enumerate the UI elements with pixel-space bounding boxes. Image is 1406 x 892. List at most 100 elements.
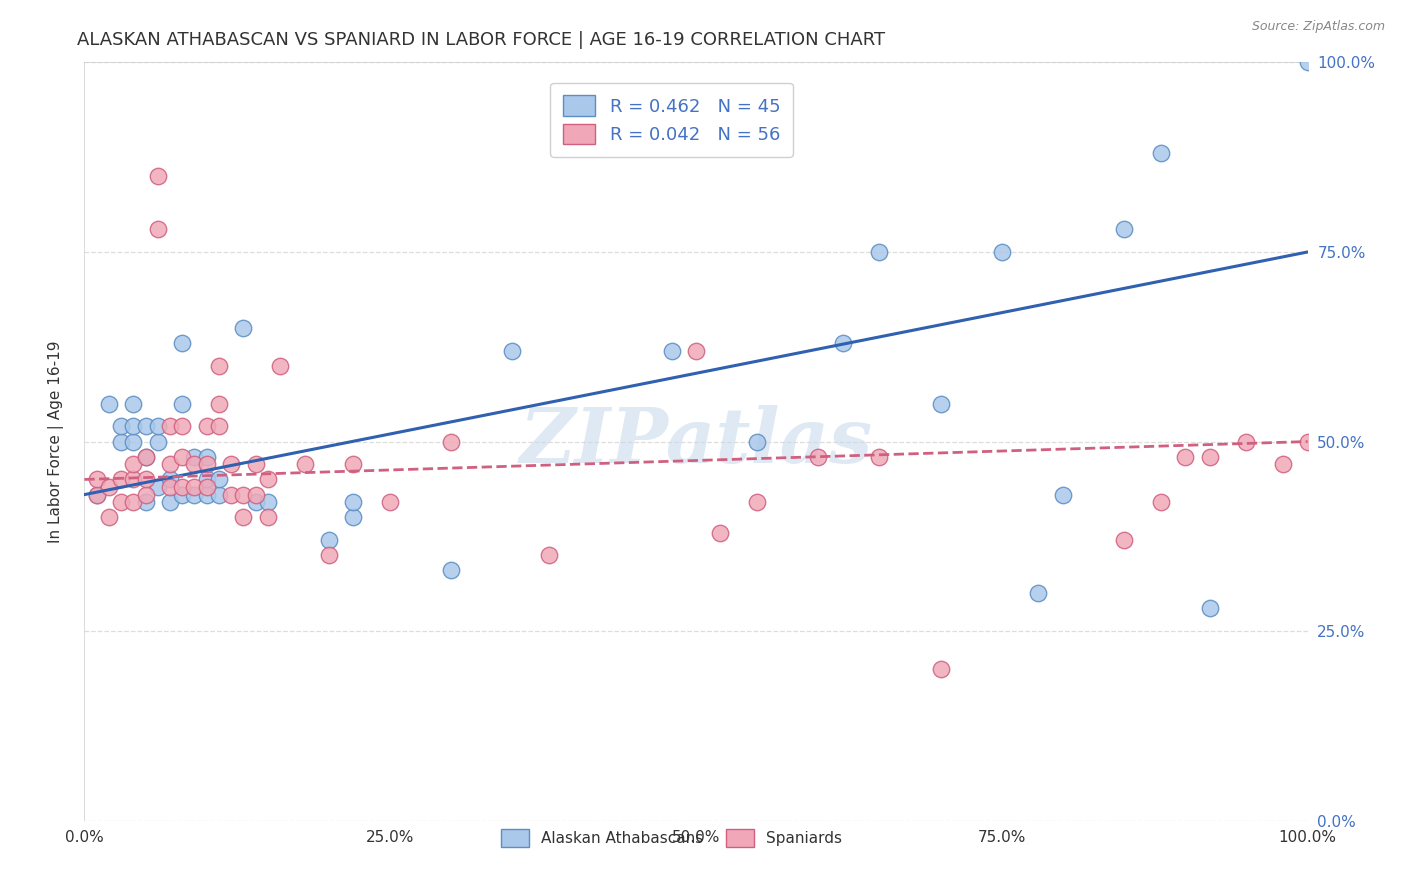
Point: [502, 343, 524, 358]
Point: [685, 343, 707, 358]
Text: ZIPatlas: ZIPatlas: [519, 405, 873, 478]
Point: [257, 473, 280, 487]
Point: [232, 487, 254, 501]
Point: [1114, 533, 1136, 548]
Point: [1150, 146, 1173, 161]
Point: [269, 359, 291, 373]
Point: [991, 244, 1014, 259]
Point: [183, 450, 205, 464]
Point: [245, 458, 267, 472]
Point: [110, 495, 132, 509]
Point: [440, 564, 463, 578]
Point: [440, 434, 463, 449]
Point: [342, 510, 364, 524]
Point: [208, 359, 231, 373]
Point: [97, 480, 120, 494]
Point: [159, 473, 181, 487]
Point: [661, 343, 683, 358]
Point: [1272, 458, 1295, 472]
Point: [135, 473, 157, 487]
Point: [135, 487, 157, 501]
Point: [97, 510, 120, 524]
Point: [183, 480, 205, 494]
Point: [172, 450, 194, 464]
Point: [135, 450, 157, 464]
Point: [86, 473, 108, 487]
Point: [342, 495, 364, 509]
Point: [219, 487, 242, 501]
Point: [929, 662, 952, 676]
Point: [208, 487, 231, 501]
Point: [146, 434, 169, 449]
Point: [869, 244, 891, 259]
Text: ALASKAN ATHABASCAN VS SPANIARD IN LABOR FORCE | AGE 16-19 CORRELATION CHART: ALASKAN ATHABASCAN VS SPANIARD IN LABOR …: [77, 31, 886, 49]
Point: [294, 458, 316, 472]
Point: [172, 487, 194, 501]
Point: [195, 450, 218, 464]
Point: [1114, 222, 1136, 236]
Point: [232, 510, 254, 524]
Point: [807, 450, 830, 464]
Legend: Alaskan Athabascans, Spaniards: Alaskan Athabascans, Spaniards: [494, 822, 849, 855]
Point: [195, 458, 218, 472]
Point: [342, 458, 364, 472]
Point: [135, 450, 157, 464]
Point: [172, 396, 194, 410]
Text: Source: ZipAtlas.com: Source: ZipAtlas.com: [1251, 20, 1385, 33]
Point: [1236, 434, 1258, 449]
Point: [86, 487, 108, 501]
Point: [929, 396, 952, 410]
Point: [245, 487, 267, 501]
Point: [208, 419, 231, 434]
Point: [146, 480, 169, 494]
Point: [110, 473, 132, 487]
Point: [159, 480, 181, 494]
Point: [709, 525, 731, 540]
Point: [122, 396, 145, 410]
Y-axis label: In Labor Force | Age 16-19: In Labor Force | Age 16-19: [48, 340, 63, 543]
Point: [219, 458, 242, 472]
Point: [1174, 450, 1197, 464]
Point: [146, 222, 169, 236]
Point: [257, 495, 280, 509]
Point: [245, 495, 267, 509]
Point: [110, 419, 132, 434]
Point: [135, 495, 157, 509]
Point: [195, 419, 218, 434]
Point: [869, 450, 891, 464]
Point: [1052, 487, 1074, 501]
Point: [135, 419, 157, 434]
Point: [1296, 434, 1319, 449]
Point: [159, 458, 181, 472]
Point: [122, 458, 145, 472]
Point: [195, 487, 218, 501]
Point: [208, 473, 231, 487]
Point: [195, 480, 218, 494]
Point: [1150, 495, 1173, 509]
Point: [183, 487, 205, 501]
Point: [97, 396, 120, 410]
Point: [318, 548, 340, 563]
Point: [208, 396, 231, 410]
Point: [747, 434, 769, 449]
Point: [318, 533, 340, 548]
Point: [172, 419, 194, 434]
Point: [146, 169, 169, 184]
Point: [122, 495, 145, 509]
Point: [159, 495, 181, 509]
Point: [110, 434, 132, 449]
Point: [538, 548, 561, 563]
Point: [380, 495, 402, 509]
Point: [1198, 601, 1220, 615]
Point: [1028, 586, 1050, 600]
Point: [195, 473, 218, 487]
Point: [159, 419, 181, 434]
Point: [122, 419, 145, 434]
Point: [122, 434, 145, 449]
Point: [172, 335, 194, 350]
Point: [86, 487, 108, 501]
Point: [146, 419, 169, 434]
Point: [257, 510, 280, 524]
Point: [183, 458, 205, 472]
Point: [1296, 55, 1319, 70]
